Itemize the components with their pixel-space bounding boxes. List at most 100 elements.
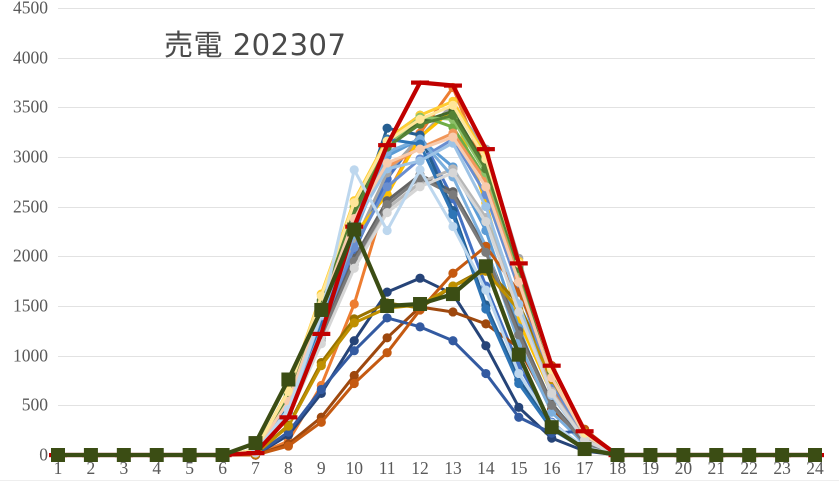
- y-tick-label: 0: [39, 444, 48, 465]
- data-point-marker: [382, 182, 392, 192]
- data-point-marker: [514, 277, 524, 287]
- data-point-marker: [742, 448, 757, 462]
- data-point-marker: [246, 451, 265, 456]
- y-tick-label: 3000: [13, 146, 48, 167]
- data-point-marker: [775, 448, 790, 462]
- data-point-marker: [415, 322, 425, 332]
- data-point-marker: [514, 412, 524, 422]
- data-point-marker: [448, 190, 458, 200]
- gridline-4500: [58, 8, 815, 9]
- data-point-marker: [547, 400, 557, 410]
- x-tick-label: 23: [773, 458, 791, 478]
- data-point-marker: [149, 448, 164, 462]
- data-point-marker: [514, 330, 524, 340]
- x-tick-label: 1: [53, 458, 63, 478]
- data-point-marker: [481, 247, 491, 257]
- x-tick-label: 3: [119, 458, 129, 478]
- data-point-marker: [445, 287, 460, 302]
- y-tick-label: 4000: [13, 47, 48, 68]
- x-tick-label: 22: [740, 458, 758, 478]
- data-point-marker: [514, 368, 524, 379]
- data-point-marker: [481, 341, 491, 351]
- series-line: [53, 241, 820, 460]
- data-point-marker: [182, 448, 197, 462]
- y-tick-label: 2500: [13, 196, 48, 217]
- data-point-marker: [382, 208, 392, 218]
- x-tick-label: 11: [378, 458, 396, 478]
- data-point-marker: [283, 441, 293, 451]
- x-tick-label: 18: [608, 458, 627, 478]
- y-tick-label: 3500: [13, 96, 48, 117]
- data-point-marker: [509, 261, 528, 266]
- gridline-0: [58, 455, 815, 456]
- data-point-marker: [51, 448, 65, 462]
- gridline-2000: [58, 256, 815, 258]
- y-tick-label: 500: [21, 394, 48, 415]
- data-point-marker: [415, 165, 425, 175]
- series-line: [53, 266, 820, 460]
- data-point-marker: [415, 144, 425, 154]
- chart-title: 売電 202307: [164, 28, 347, 62]
- x-tick-label: 15: [510, 458, 528, 478]
- data-point-marker: [610, 448, 625, 462]
- x-tick-label: 21: [707, 458, 726, 478]
- gridline-2500: [58, 206, 815, 208]
- x-tick-label: 20: [674, 458, 693, 478]
- series-line: [53, 164, 820, 460]
- data-point-marker: [349, 346, 359, 356]
- data-point-marker: [349, 198, 359, 208]
- data-point-marker: [481, 285, 491, 295]
- data-point-marker: [281, 372, 296, 387]
- x-tick-label: 19: [641, 458, 660, 478]
- data-point-marker: [481, 304, 491, 314]
- data-point-marker: [448, 132, 458, 142]
- x-tick-label: 2: [86, 458, 96, 478]
- data-point-marker: [643, 448, 658, 462]
- gridline-1000: [58, 355, 815, 357]
- x-tick-label: 7: [251, 458, 260, 478]
- gridline-4000: [58, 57, 815, 59]
- data-point-marker: [382, 287, 392, 297]
- data-point-marker: [481, 368, 491, 379]
- data-point-marker: [349, 370, 359, 381]
- data-point-marker: [316, 361, 326, 371]
- data-point-marker: [378, 143, 397, 148]
- data-point-marker: [349, 299, 359, 309]
- data-point-marker: [481, 202, 491, 212]
- data-point-marker: [283, 386, 293, 397]
- data-point-marker: [448, 100, 458, 110]
- bottom-divider: [0, 480, 839, 481]
- data-point-marker: [547, 388, 557, 399]
- y-tick-label: 4500: [13, 0, 48, 18]
- x-tick-label: 17: [575, 458, 594, 478]
- data-point-marker: [248, 436, 263, 451]
- series-line: [53, 165, 820, 460]
- data-point-marker: [312, 331, 331, 337]
- data-point-marker: [349, 263, 359, 273]
- data-point-marker: [448, 336, 458, 346]
- data-point-marker: [443, 83, 462, 88]
- data-point-marker: [709, 448, 724, 462]
- data-point-marker: [448, 268, 458, 278]
- data-point-marker: [349, 378, 359, 389]
- data-point-marker: [542, 363, 561, 368]
- y-tick-label: 2000: [13, 245, 48, 266]
- data-point-marker: [448, 307, 458, 317]
- data-point-marker: [415, 182, 425, 192]
- x-axis-labels: 1 2 3 4 5 6 7 8 9 10 11 12 13 14 15 16 17 18 19 20 21 22 23 24: [54, 458, 824, 494]
- data-point-marker: [448, 110, 458, 120]
- series-line: [49, 80, 824, 458]
- x-tick-label: 24: [806, 458, 824, 478]
- data-point-marker: [575, 429, 594, 434]
- data-point-marker: [511, 347, 526, 362]
- data-point-marker: [349, 336, 359, 346]
- data-point-marker: [415, 156, 425, 166]
- data-point-marker: [382, 158, 392, 168]
- y-axis-labels: 0 500 1000 1500 2000 2500 3000 3500 4000 4500: [0, 0, 52, 497]
- data-point-marker: [380, 299, 395, 313]
- series-line: [53, 273, 820, 460]
- series-line: [53, 313, 820, 460]
- y-tick-label: 1000: [13, 345, 48, 366]
- data-point-marker: [514, 402, 524, 412]
